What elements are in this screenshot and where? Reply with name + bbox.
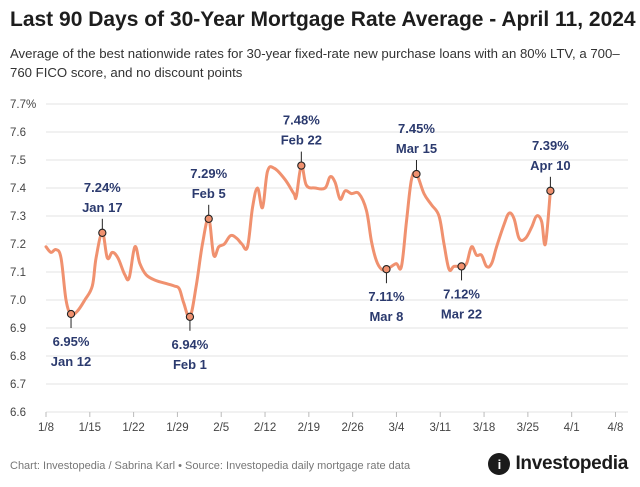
y-tick-label: 7.4: [10, 183, 27, 195]
annotation: 7.39% Apr 10: [530, 138, 571, 195]
x-tick-label: 4/8: [607, 422, 623, 434]
chart-title: Last 90 Days of 30-Year Mortgage Rate Av…: [10, 8, 636, 31]
x-tick-label: 2/5: [213, 422, 229, 434]
annotation-value: 6.95%: [53, 334, 90, 349]
annotation-marker: [204, 214, 213, 223]
annotation-date: Feb 5: [192, 186, 226, 201]
annotation: 7.11% Mar 8: [368, 265, 405, 324]
x-tick-label: 1/22: [122, 422, 144, 434]
annotation-value: 6.94%: [171, 337, 208, 352]
logo-text: Investopedia: [515, 453, 628, 474]
x-tick-label: 2/19: [298, 422, 320, 434]
y-tick-label: 7.1: [10, 267, 26, 279]
annotation: 7.12% Mar 22: [441, 262, 482, 321]
annotation: 6.94% Feb 1: [171, 312, 209, 372]
series-line: [44, 164, 552, 319]
annotation-date: Feb 1: [173, 357, 207, 372]
x-tick-label: 2/26: [341, 422, 363, 434]
y-tick-label: 7.0: [10, 295, 26, 307]
x-tick-label: 4/1: [564, 422, 580, 434]
x-tick-label: 1/8: [38, 422, 54, 434]
x-tick-label: 3/11: [429, 422, 451, 434]
annotation-marker: [412, 169, 421, 179]
annotation-value: 7.29%: [190, 166, 227, 181]
annotation-marker: [382, 265, 391, 274]
annotation-value: 7.45%: [398, 121, 435, 136]
annotations: 6.95% Jan 12 7.24% Jan 17 6.94% Feb 1 7.29% Feb…: [51, 113, 571, 372]
x-axis: 1/8 1/15 1/22 1/29 2/5 2/12 2/19 2/26 3/4 3/11 3/1…: [38, 412, 623, 434]
annotation-value: 7.11%: [368, 289, 405, 304]
y-tick-label: 6.9: [10, 323, 26, 335]
annotation-value: 7.12%: [443, 286, 480, 301]
y-tick-label: 7.3: [10, 211, 26, 223]
annotation: 6.95% Jan 12: [51, 309, 91, 369]
x-tick-label: 3/4: [388, 422, 405, 434]
y-tick-label: 6.8: [10, 351, 26, 363]
x-tick-label: 3/18: [473, 422, 495, 434]
annotation-marker: [457, 262, 466, 271]
annotation-date: Mar 8: [369, 309, 403, 324]
y-tick-label: 7.7%: [10, 99, 36, 111]
annotation-value: 7.24%: [84, 180, 121, 195]
brand-logo: i Investopedia: [488, 453, 628, 475]
annotation-marker: [297, 161, 306, 170]
annotation-marker: [66, 309, 76, 319]
annotation-date: Mar 22: [441, 306, 482, 321]
series: [44, 164, 552, 319]
annotation-date: Jan 17: [82, 200, 122, 215]
annotation-date: Feb 22: [281, 133, 322, 148]
annotation-value: 7.39%: [532, 138, 569, 153]
y-axis: 6.6 6.7 6.8 6.9 7.0 7.1 7.2 7.3 7.4 7.5 7.6 7.7%: [10, 99, 36, 419]
y-tick-label: 7.2: [10, 239, 26, 251]
y-tick-label: 7.5: [10, 155, 26, 167]
annotation: 7.45% Mar 15: [396, 121, 437, 179]
x-tick-label: 2/12: [254, 422, 276, 434]
annotation: 7.24% Jan 17: [82, 180, 123, 237]
annotation-value: 7.48%: [283, 113, 320, 128]
annotation-marker: [546, 186, 555, 195]
annotation-marker: [98, 228, 107, 237]
chart-subtitle: Average of the best nationwide rates for…: [10, 46, 620, 80]
annotation-date: Jan 12: [51, 354, 91, 369]
x-tick-label: 1/29: [166, 422, 188, 434]
x-tick-label: 1/15: [79, 422, 101, 434]
annotation-date: Mar 15: [396, 141, 437, 156]
y-tick-label: 6.6: [10, 407, 26, 419]
x-tick-label: 3/25: [517, 422, 539, 434]
annotation: 7.48% Feb 22: [281, 113, 322, 170]
y-tick-label: 6.7: [10, 379, 26, 391]
annotation-date: Apr 10: [530, 158, 570, 173]
y-tick-label: 7.6: [10, 127, 26, 139]
chart-credit: Chart: Investopedia / Sabrina Karl • Sou…: [10, 460, 411, 472]
annotation: 7.29% Feb 5: [190, 166, 228, 223]
annotation-marker: [185, 312, 195, 321]
logo-icon: i: [488, 453, 511, 475]
